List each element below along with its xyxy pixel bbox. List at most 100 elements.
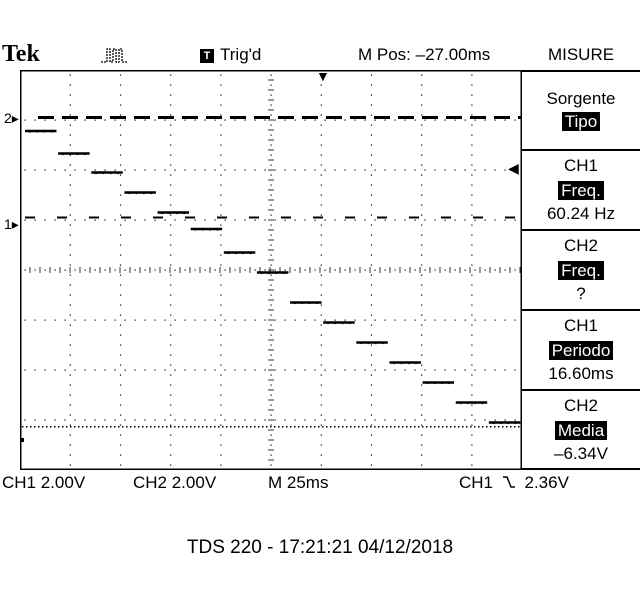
grid-dot — [119, 224, 122, 226]
bottom-dot — [130, 426, 132, 428]
grid-dot — [164, 219, 166, 221]
grid-dot — [220, 374, 222, 376]
trigger-icon: T — [200, 49, 214, 63]
grid-dot — [320, 204, 322, 206]
bottom-dot — [146, 426, 148, 428]
measure1-type[interactable]: Freq. — [522, 180, 640, 202]
grid-dot — [471, 304, 473, 306]
measure1-channel[interactable]: CH1 — [563, 156, 598, 175]
grid-dot — [69, 284, 71, 286]
sidebar-separator — [522, 389, 640, 391]
grid-dot — [464, 319, 466, 321]
step-noise — [400, 362, 403, 365]
step-noise — [183, 212, 186, 215]
grid-dot — [104, 369, 106, 371]
grid-dot — [320, 274, 322, 276]
grid-dot — [504, 369, 506, 371]
bottom-dot — [222, 426, 224, 428]
bottom-dot — [282, 426, 284, 428]
falling-edge-icon — [502, 476, 515, 488]
grid-dot — [320, 364, 322, 366]
sidebar-type-option[interactable]: Tipo — [522, 111, 640, 133]
grid-dot — [404, 119, 406, 121]
grid-dot — [364, 419, 366, 421]
bottom-dot — [94, 426, 96, 428]
step-noise — [216, 228, 219, 231]
grid-dot — [220, 144, 222, 146]
grid-dot — [69, 184, 71, 186]
grid-dot — [94, 269, 96, 271]
bottom-dot — [506, 426, 508, 428]
scope-screen[interactable] — [20, 70, 522, 470]
grid-dot — [119, 114, 122, 116]
grid-dot — [514, 319, 516, 321]
grid-dot — [504, 119, 506, 121]
grid-dot — [384, 269, 386, 271]
measure2-channel[interactable]: CH2 — [563, 236, 598, 255]
bottom-dot — [54, 426, 56, 428]
grid-dot — [334, 319, 336, 321]
trigger-source: CH1 — [459, 473, 494, 492]
grid-dot — [220, 364, 222, 366]
grid-dot — [69, 214, 71, 216]
bottom-dot — [390, 426, 392, 428]
grid-dot — [34, 119, 36, 121]
step-noise — [36, 130, 38, 133]
step-noise — [382, 342, 384, 345]
grid-dot — [174, 369, 176, 371]
grid-dot — [119, 154, 122, 156]
measure4-type[interactable]: Media — [522, 420, 640, 442]
grid-dot — [471, 314, 473, 316]
ch1-marker[interactable]: 1▸ — [4, 216, 19, 233]
grid-dot — [320, 124, 322, 126]
grid-dot — [370, 344, 373, 346]
step-noise — [109, 172, 112, 175]
grid-dot — [320, 254, 322, 256]
grid-dot — [421, 344, 423, 346]
grid-dot — [119, 314, 122, 316]
trigger-level: 2.36V — [524, 473, 569, 492]
grid-dot — [421, 224, 423, 226]
grid-dot — [414, 319, 416, 321]
grid-dot — [474, 219, 476, 221]
grid-dot — [370, 134, 373, 136]
ch2-marker[interactable]: 2▸ — [4, 110, 19, 127]
measure3-channel[interactable]: CH1 — [563, 316, 598, 335]
grid-dot — [24, 169, 26, 171]
grid-dot — [324, 369, 326, 371]
measure3-type[interactable]: Periodo — [522, 340, 640, 362]
measure4-channel[interactable]: CH2 — [563, 396, 598, 415]
grid-dot — [370, 144, 373, 146]
grid-dot — [474, 369, 476, 371]
measure2-type[interactable]: Freq. — [522, 260, 640, 282]
grid-dot — [494, 319, 496, 321]
grid-dot — [471, 124, 473, 126]
sidebar-source-label[interactable]: Sorgente — [546, 89, 616, 108]
grid-dot — [54, 419, 56, 421]
grid-dot — [44, 169, 46, 171]
grid-dot — [170, 114, 172, 116]
grid-dot — [384, 169, 386, 171]
bottom-dot — [42, 426, 44, 428]
step-noise — [294, 302, 296, 305]
bottom-dot — [22, 426, 24, 428]
grid-dot — [119, 194, 122, 196]
bottom-dot — [314, 426, 316, 428]
grid-dot — [144, 169, 146, 171]
grid-dot — [370, 104, 373, 106]
grid-dot — [224, 269, 226, 271]
grid-dot — [84, 419, 86, 421]
grid-dot — [434, 119, 436, 121]
grid-dot — [34, 169, 36, 171]
bottom-dot — [70, 426, 72, 428]
bottom-dot — [34, 426, 36, 428]
step-noise — [308, 302, 311, 305]
grid-dot — [320, 184, 322, 186]
grid-dot — [170, 464, 172, 466]
step-noise — [117, 172, 119, 175]
grid-dot — [174, 319, 176, 321]
grid-dot — [170, 134, 172, 136]
grid-dot — [220, 234, 222, 236]
grid-dot — [274, 369, 276, 371]
grid-dot — [144, 369, 146, 371]
